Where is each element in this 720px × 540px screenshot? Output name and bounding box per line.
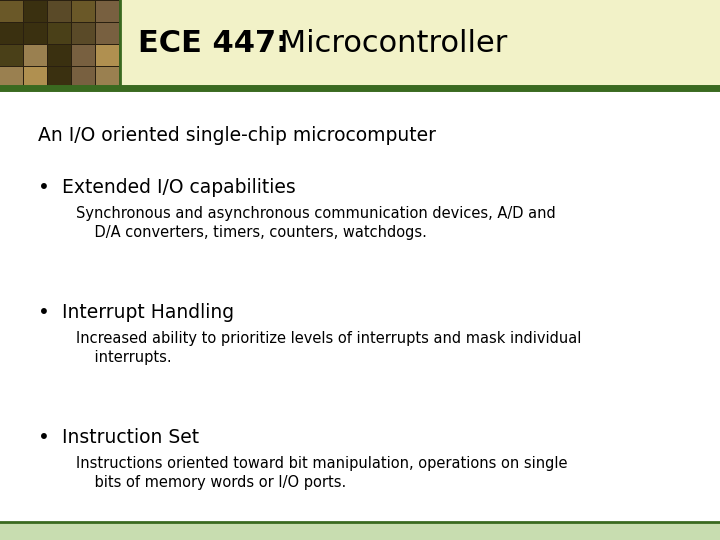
- Text: Instructions oriented toward bit manipulation, operations on single
    bits of : Instructions oriented toward bit manipul…: [76, 456, 567, 490]
- Bar: [96, 67, 119, 88]
- Text: Extended I/O capabilities: Extended I/O capabilities: [62, 178, 296, 197]
- Bar: [96, 45, 119, 66]
- Bar: [96, 23, 119, 44]
- Text: Increased ability to prioritize levels of interrupts and mask individual
    int: Increased ability to prioritize levels o…: [76, 331, 581, 365]
- Bar: [72, 23, 95, 44]
- Text: ECE 447:: ECE 447:: [138, 30, 288, 58]
- Bar: [48, 1, 71, 22]
- Bar: [0, 0, 120, 88]
- Text: Microcontroller: Microcontroller: [270, 30, 508, 58]
- Bar: [72, 67, 95, 88]
- Bar: [24, 23, 47, 44]
- Text: •: •: [38, 428, 50, 447]
- Bar: [72, 1, 95, 22]
- Bar: [24, 1, 47, 22]
- Bar: [0, 1, 23, 22]
- Text: Instruction Set: Instruction Set: [62, 428, 199, 447]
- Bar: [0, 522, 720, 540]
- Text: Interrupt Handling: Interrupt Handling: [62, 303, 234, 322]
- Bar: [96, 1, 119, 22]
- Bar: [72, 45, 95, 66]
- Text: •: •: [38, 303, 50, 322]
- Bar: [0, 23, 23, 44]
- Text: •: •: [38, 178, 50, 197]
- Bar: [48, 23, 71, 44]
- Text: Synchronous and asynchronous communication devices, A/D and
    D/A converters, : Synchronous and asynchronous communicati…: [76, 206, 556, 240]
- Bar: [24, 67, 47, 88]
- Bar: [0, 67, 23, 88]
- Bar: [0, 45, 23, 66]
- Bar: [24, 45, 47, 66]
- Bar: [48, 45, 71, 66]
- Bar: [0, 0, 720, 88]
- Text: An I/O oriented single-chip microcomputer: An I/O oriented single-chip microcompute…: [38, 126, 436, 145]
- Bar: [48, 67, 71, 88]
